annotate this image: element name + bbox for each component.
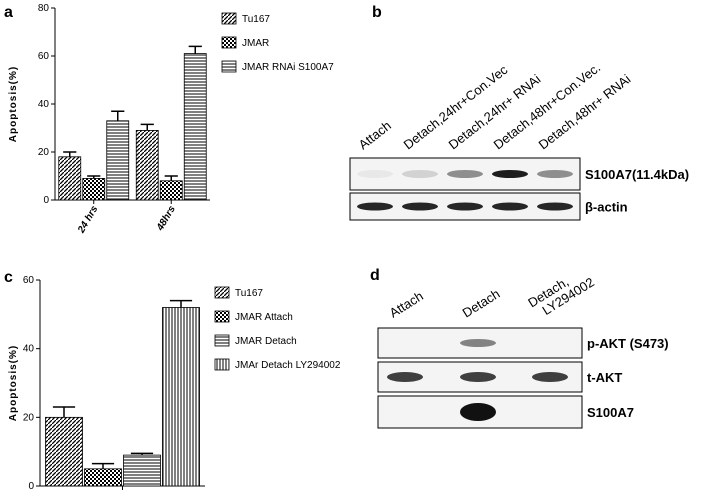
y-tick-label: 20 (23, 412, 35, 423)
row-label: S100A7 (587, 405, 634, 420)
legend-swatch (214, 358, 230, 371)
y-axis-label: Apoptosis(%) (8, 66, 19, 142)
y-tick-label: 60 (23, 275, 35, 286)
error-bar (91, 462, 115, 469)
bar (123, 454, 161, 487)
bar (58, 156, 82, 201)
legend-swatch (214, 334, 230, 347)
blot-band (447, 170, 483, 178)
blot-band (402, 202, 438, 211)
legend-label: Tu167 (235, 288, 263, 299)
y-tick-label: 80 (38, 3, 50, 14)
bar (135, 129, 159, 201)
row-label: S100A7(11.4kDa) (585, 167, 689, 182)
error-bar (87, 175, 101, 179)
blot-band (537, 170, 573, 178)
y-tick-label: 40 (23, 344, 35, 355)
legend-swatch (221, 12, 237, 25)
bar (106, 120, 130, 201)
error-bar (169, 299, 193, 308)
row-label: p-AKT (S473) (587, 336, 669, 351)
error-bar (111, 110, 125, 121)
error-bar (188, 45, 202, 54)
blot-band (387, 372, 423, 382)
lane-label-line: Attach (356, 118, 394, 153)
y-tick-label: 0 (28, 481, 34, 492)
lane-label: Detach,LY294002 (525, 262, 597, 322)
y-axis-label: Apoptosis(%) (8, 345, 19, 421)
blot-strip (349, 157, 581, 191)
bar (183, 53, 207, 201)
blot-band (532, 372, 568, 382)
blot-band (357, 170, 393, 178)
error-bar (63, 151, 77, 157)
blot-band (460, 339, 496, 347)
legend-swatch (214, 310, 230, 323)
y-tick-label: 60 (38, 51, 50, 62)
y-tick-label: 40 (38, 99, 50, 110)
legend-label: JMAR Detach (235, 336, 297, 347)
blot-band (492, 170, 528, 178)
bar (84, 468, 122, 487)
blot-band (357, 202, 393, 211)
blot-band (460, 372, 496, 382)
panel-label: b (372, 4, 382, 21)
bar (82, 177, 106, 201)
blot-band (492, 202, 528, 211)
lane-label-line: Detach (460, 286, 503, 321)
row-label: β-actin (585, 200, 628, 215)
x-tick-label: 48hrs (154, 204, 178, 234)
y-tick-label: 0 (43, 195, 49, 206)
lane-label: Detach (460, 286, 503, 321)
x-tick-label: 24 hrs (76, 204, 101, 236)
legend-label: JMAR Attach (235, 312, 293, 323)
error-bar (130, 452, 154, 456)
blot-band (537, 202, 573, 211)
panel-label: c (4, 269, 13, 286)
lane-label-line: Attach (387, 288, 426, 320)
bar (45, 416, 83, 487)
blot-band (447, 202, 483, 211)
lane-label: Attach (387, 288, 426, 320)
y-tick-label: 20 (38, 147, 50, 158)
legend-swatch (221, 60, 237, 73)
legend-label: JMAr Detach LY294002 (235, 360, 341, 371)
bar (159, 180, 183, 201)
row-label: t-AKT (587, 370, 622, 385)
legend-swatch (214, 286, 230, 299)
error-bar (52, 406, 76, 418)
bar (162, 307, 200, 487)
legend-label: Tu167 (242, 14, 270, 25)
error-bar (140, 123, 154, 131)
legend-label: JMAR (242, 38, 269, 49)
legend-label: JMAR RNAi S100A7 (242, 62, 334, 73)
blot-band (402, 170, 438, 178)
blot-band (460, 403, 496, 421)
legend-swatch (221, 36, 237, 49)
error-bar (164, 175, 178, 181)
panel-label: a (4, 4, 13, 21)
panel-label: d (370, 267, 380, 284)
lane-label: Attach (356, 118, 394, 153)
